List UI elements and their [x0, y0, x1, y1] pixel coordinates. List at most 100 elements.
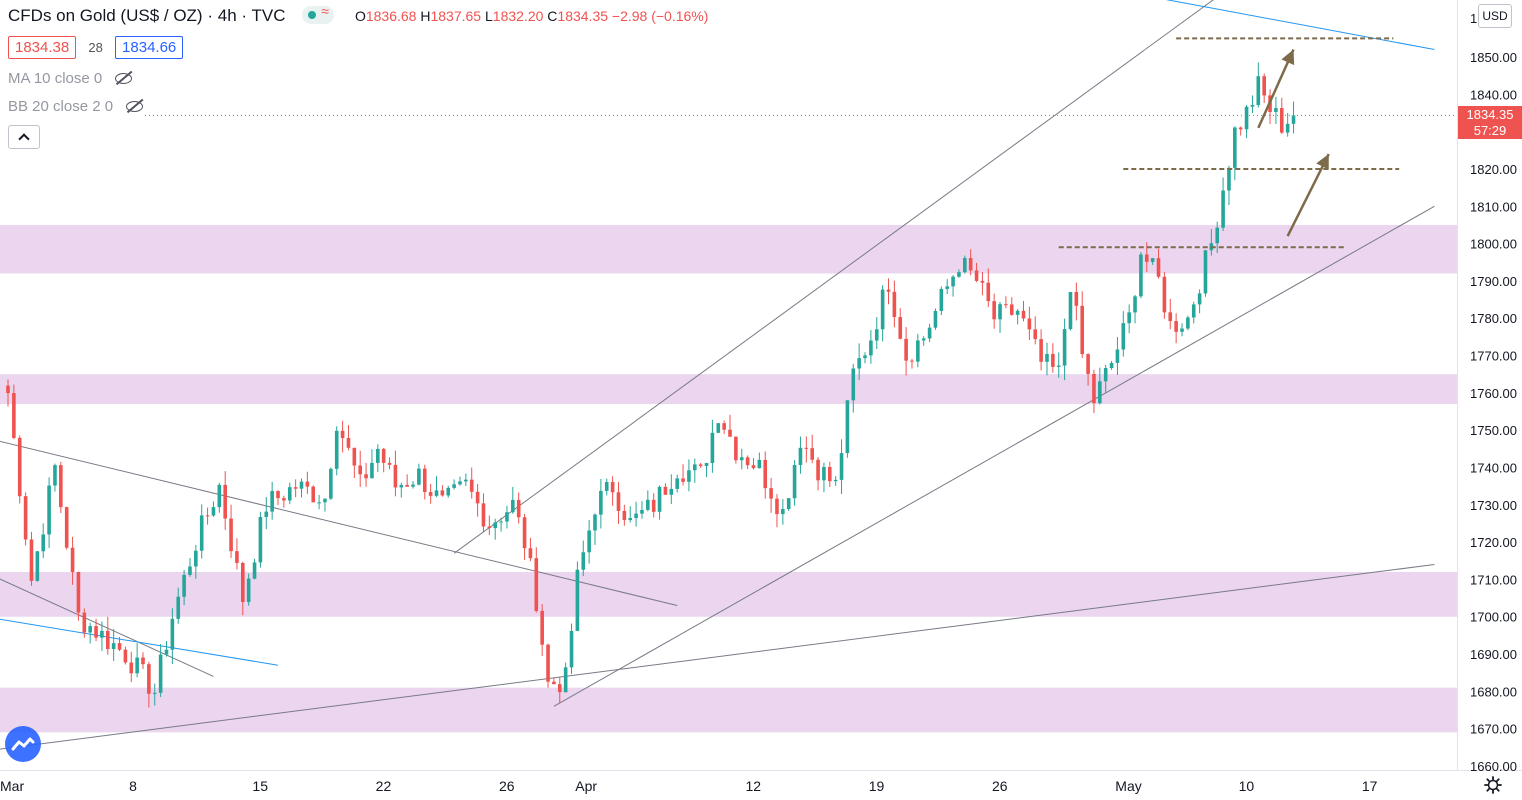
candle-body: [833, 479, 838, 482]
candle-body: [1150, 258, 1155, 262]
low-label: L: [484, 8, 493, 24]
low-value: 1832.20: [492, 8, 544, 24]
candle-body: [739, 457, 744, 461]
candle-body: [270, 491, 274, 512]
candle-body: [100, 630, 104, 638]
candle-body: [158, 654, 163, 693]
y-tick-label: 1840.00: [1470, 87, 1517, 102]
candle-body: [311, 486, 316, 503]
candle-body: [634, 513, 638, 519]
trend-line-0: [0, 440, 678, 607]
candle-body: [1191, 304, 1196, 318]
candle-body: [135, 657, 139, 674]
trend-line-2: [0, 563, 1435, 750]
collapse-legend-button[interactable]: [8, 125, 40, 149]
candle-body: [12, 393, 16, 438]
currency-button[interactable]: USD: [1478, 4, 1512, 28]
candle-body: [851, 368, 856, 401]
interval-label[interactable]: 4h: [217, 6, 237, 25]
candle-body: [1203, 250, 1208, 294]
candle-body: [53, 465, 57, 486]
tradingview-logo[interactable]: [5, 726, 41, 762]
arrow-shaft-0: [1257, 49, 1295, 129]
candle-body: [734, 436, 738, 461]
candle-body: [1174, 321, 1178, 332]
candle-body: [1033, 329, 1038, 340]
candle-body: [587, 530, 591, 553]
zone-3: [0, 687, 1457, 733]
candle-body: [387, 462, 392, 465]
indicator-ma[interactable]: MA 10 close 0: [8, 70, 133, 87]
x-tick-label: Mar: [0, 778, 24, 794]
candle-body: [704, 463, 709, 466]
candle-body: [692, 464, 697, 471]
candle-body: [223, 484, 227, 519]
y-tick-label: 1790.00: [1470, 274, 1517, 289]
candle-body: [593, 514, 597, 531]
candle-body: [305, 481, 310, 487]
candle-body: [194, 550, 198, 567]
candle-body: [845, 400, 850, 454]
legend-separator: ·: [207, 6, 214, 25]
indicator-bb[interactable]: BB 20 close 2 0: [8, 98, 144, 115]
candle-body: [1074, 291, 1079, 306]
x-tick-label: 10: [1239, 778, 1255, 794]
candle-body: [1180, 328, 1184, 332]
candle-body: [569, 630, 574, 668]
candle-body: [822, 466, 826, 481]
buy-price-button[interactable]: 1834.66: [115, 36, 184, 59]
candle-body: [1168, 312, 1173, 322]
candle-body: [334, 430, 339, 469]
arrow-shaft-1: [1286, 153, 1330, 237]
candle-body: [898, 317, 903, 339]
candle-body: [1238, 127, 1243, 130]
symbol-title[interactable]: CFDs on Gold (US$ / OZ): [8, 6, 203, 25]
candle-body: [475, 491, 480, 504]
candle-body: [781, 509, 785, 515]
candle-body: [176, 596, 181, 619]
candle-body: [698, 464, 703, 466]
candle-body: [839, 453, 844, 480]
candle-body: [857, 358, 861, 369]
candle-body: [188, 566, 192, 575]
candle-body: [528, 548, 533, 559]
candle-body: [863, 355, 867, 359]
candle-body: [599, 490, 603, 515]
candle-body: [745, 457, 750, 466]
candle-body: [323, 498, 327, 503]
candle-body: [974, 270, 979, 281]
candle-body: [1062, 329, 1067, 366]
candle-body: [217, 484, 222, 508]
trend-line-4: [453, 0, 1214, 554]
candle-body: [364, 474, 368, 479]
candle-body: [616, 492, 621, 511]
candle-body: [376, 448, 380, 463]
candle-body: [786, 498, 791, 510]
candle-body: [968, 258, 973, 271]
candle-body: [1162, 276, 1167, 313]
y-tick-label: 1770.00: [1470, 349, 1517, 364]
last-price-tag: 1834.35: [1458, 106, 1522, 124]
candle-body: [986, 282, 991, 302]
candle-body: [1233, 127, 1237, 168]
candle-body: [945, 286, 949, 289]
eye-hidden-icon[interactable]: [125, 99, 144, 113]
ohlc-values: O1836.68 H1837.65 L1832.20 C1834.35 −2.9…: [355, 8, 708, 24]
candle-body: [393, 464, 398, 488]
candle-body: [604, 482, 609, 491]
candle-body: [1291, 115, 1296, 124]
candle-body: [657, 486, 662, 512]
candle-body: [1244, 106, 1249, 130]
eye-hidden-icon[interactable]: [114, 71, 133, 85]
candle-body: [540, 610, 544, 645]
x-tick-label: 19: [869, 778, 885, 794]
spread-value: 28: [88, 40, 103, 55]
y-tick-label: 1800.00: [1470, 237, 1517, 252]
market-status-icon[interactable]: [302, 3, 335, 24]
candle-body: [117, 643, 122, 650]
candle-body: [516, 499, 521, 518]
gear-icon[interactable]: [1484, 776, 1502, 794]
sell-price-button[interactable]: 1834.38: [8, 36, 77, 59]
candle-body: [340, 430, 345, 439]
